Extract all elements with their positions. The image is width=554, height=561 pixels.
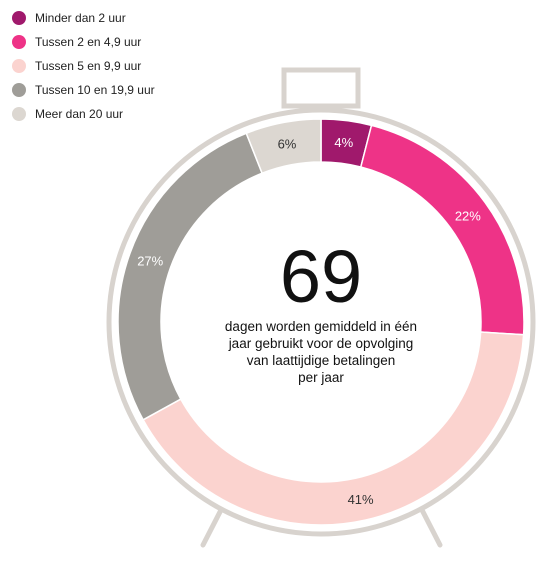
frame-ring <box>106 107 536 537</box>
legend-label: Tussen 10 en 19,9 uur <box>35 83 155 97</box>
legend-swatch <box>12 35 26 49</box>
legend-item: Tussen 2 en 4,9 uur <box>12 30 155 54</box>
legend-swatch <box>12 83 26 97</box>
legend-swatch <box>12 107 26 121</box>
slice-label-3: 41% <box>348 492 374 507</box>
legend-label: Tussen 5 en 9,9 uur <box>35 59 142 73</box>
center-value: 69 <box>280 235 362 318</box>
center-caption-line-4: per jaar <box>298 370 344 385</box>
legend-label: Minder dan 2 uur <box>35 11 126 25</box>
legend-item: Tussen 10 en 19,9 uur <box>12 78 155 102</box>
frame-leg-left <box>200 505 225 548</box>
center-caption-line-1: dagen worden gemiddeld in één <box>224 319 418 334</box>
legend-item: Meer dan 20 uur <box>12 102 155 126</box>
slice-label-5: 6% <box>278 137 297 152</box>
slice-labels: 4% 22% 41% 27% 6% <box>137 135 481 507</box>
center-caption: dagen worden gemiddeld in één jaar gebru… <box>196 318 446 386</box>
legend-item: Tussen 5 en 9,9 uur <box>12 54 155 78</box>
donut-slices <box>117 118 525 526</box>
frame-handle <box>281 67 361 109</box>
slice-3 <box>142 331 525 526</box>
frame-leg-right <box>418 505 443 548</box>
legend-swatch <box>12 59 26 73</box>
slice-label-1: 4% <box>334 135 353 150</box>
center-caption-line-2: jaar gebruikt voor de opvolging <box>228 336 414 351</box>
slice-label-2: 22% <box>455 208 481 223</box>
center-caption-line-3: van laattijdige betalingen <box>246 353 396 368</box>
legend: Minder dan 2 uur Tussen 2 en 4,9 uur Tusse… <box>12 6 155 126</box>
clock-frame <box>106 67 536 548</box>
slice-label-4: 27% <box>137 254 163 269</box>
legend-label: Tussen 2 en 4,9 uur <box>35 35 142 49</box>
slice-5 <box>245 118 322 175</box>
legend-label: Meer dan 20 uur <box>35 107 124 121</box>
legend-item: Minder dan 2 uur <box>12 6 155 30</box>
legend-swatch <box>12 11 26 25</box>
